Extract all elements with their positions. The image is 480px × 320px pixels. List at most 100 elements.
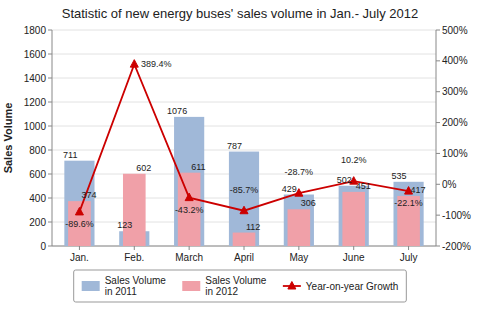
data-label: 611	[191, 162, 205, 172]
legend-items: Sales Volumein 2011Sales Volumein 2012Ye…	[82, 275, 399, 297]
line-data-label: -43.2%	[175, 205, 204, 215]
y-tick-label: 1400	[24, 73, 47, 84]
bar	[288, 209, 311, 246]
bar	[229, 152, 259, 246]
x-tick-label: April	[234, 252, 254, 263]
bar	[339, 186, 369, 246]
y-tick-label: 0	[40, 241, 46, 252]
y-axis-label: Sales Volume	[2, 103, 14, 174]
y-tick-label: 200	[29, 217, 46, 228]
x-tick-label: June	[343, 252, 365, 263]
chart-root: 020040060080010001200140016001800-200%-1…	[0, 0, 480, 320]
line-data-label: -28.7%	[285, 167, 314, 177]
data-labels: 7111231076787429502535374602611112306451…	[63, 59, 426, 231]
grid-line	[52, 54, 436, 55]
marks	[64, 60, 423, 246]
data-label: 374	[81, 190, 96, 200]
line-marker	[75, 207, 83, 215]
y-tick	[48, 222, 52, 223]
chart: 020040060080010001200140016001800-200%-1…	[0, 0, 480, 320]
line-marker	[240, 206, 248, 214]
data-label: 429	[282, 184, 297, 194]
data-label: 502	[337, 175, 352, 185]
grid-line	[52, 102, 436, 103]
line-data-label: -85.7%	[230, 185, 259, 195]
y-tick	[48, 30, 52, 31]
bar-series	[64, 117, 423, 246]
data-label: 711	[63, 150, 77, 160]
y-tick	[48, 78, 52, 79]
legend-label: Sales Volumein 2012	[205, 275, 267, 297]
bar	[342, 192, 365, 246]
y2-tick	[436, 246, 440, 247]
line-data-label: 389.4%	[141, 59, 172, 69]
data-label: 535	[392, 171, 407, 181]
x-tick-label: Feb.	[124, 252, 144, 263]
legend-marker	[288, 282, 296, 290]
y2-tick-label: 400%	[442, 55, 468, 66]
x-tick	[134, 246, 135, 250]
y-tick-label: 1800	[24, 25, 47, 36]
bar	[64, 161, 94, 246]
y-tick-label: 1600	[24, 49, 47, 60]
y2-tick	[436, 30, 440, 31]
bar-series	[68, 173, 420, 246]
data-label: 306	[301, 198, 316, 208]
line-marker	[185, 193, 193, 201]
legend-label-line: Sales Volume	[105, 275, 167, 286]
bar	[123, 174, 146, 246]
data-label: 123	[117, 220, 132, 230]
y2-tick	[436, 184, 440, 185]
legend: Sales Volumein 2011Sales Volumein 2012Ye…	[74, 270, 407, 302]
legend-label-line: in 2011	[105, 286, 138, 297]
line-marker	[130, 60, 138, 68]
grid-line	[52, 150, 436, 151]
y2-tick	[436, 215, 440, 216]
data-label: 112	[246, 222, 260, 232]
legend-label-line: in 2012	[205, 286, 238, 297]
x-tick-label: May	[289, 252, 308, 263]
x-tick-label: July	[400, 252, 418, 263]
line-data-label: -22.1%	[394, 198, 423, 208]
y-axis-line	[52, 30, 53, 246]
data-label: 1076	[167, 106, 187, 116]
x-tick-label: Jan.	[70, 252, 89, 263]
y-tick	[48, 198, 52, 199]
legend-swatch	[82, 281, 100, 291]
legend-label: Sales Volumein 2011	[105, 275, 167, 297]
y2-tick-label: -100%	[442, 210, 471, 221]
line	[79, 64, 408, 212]
y2-tick-label: 500%	[442, 25, 468, 36]
y2-tick	[436, 122, 440, 123]
grid-line	[52, 126, 436, 127]
x-tick	[79, 246, 80, 250]
y-tick	[48, 174, 52, 175]
y2-tick-label: 100%	[442, 148, 468, 159]
grid-line	[52, 78, 436, 79]
y-tick-label: 1200	[24, 97, 47, 108]
plot-area	[52, 30, 436, 246]
data-label: 787	[227, 141, 242, 151]
x-tick	[189, 246, 190, 250]
x-tick	[353, 246, 354, 250]
y2-tick-label: 0%	[442, 179, 457, 190]
y-tick	[48, 126, 52, 127]
data-label: 417	[411, 185, 426, 195]
y-tick-label: 1000	[24, 121, 47, 132]
y-tick	[48, 150, 52, 151]
y-tick-label: 400	[29, 193, 46, 204]
grid-line	[52, 30, 436, 31]
y-tick	[48, 54, 52, 55]
y2-tick-label: 300%	[442, 86, 468, 97]
x-tick	[244, 246, 245, 250]
y-tick-label: 600	[29, 169, 46, 180]
legend-label-line: Sales Volume	[205, 275, 267, 286]
y2-tick-label: -200%	[442, 241, 471, 252]
y-tick	[48, 246, 52, 247]
x-tick	[298, 246, 299, 250]
legend-box	[74, 270, 407, 302]
line-data-label: 10.2%	[341, 155, 367, 165]
y2-tick	[436, 60, 440, 61]
axes: 020040060080010001200140016001800-200%-1…	[24, 25, 471, 264]
bar	[174, 117, 204, 246]
